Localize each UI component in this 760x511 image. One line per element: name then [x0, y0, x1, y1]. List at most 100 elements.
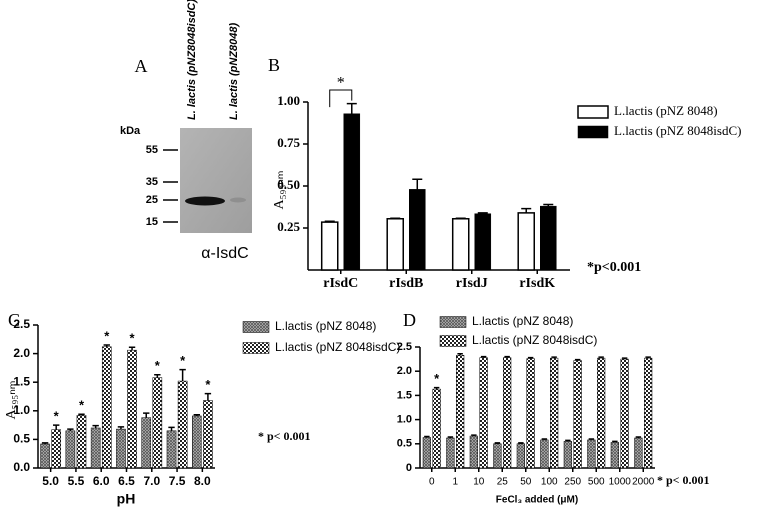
legend-label: L.lactis (pNZ 8048isdC)	[472, 333, 597, 347]
panel-label: A	[135, 56, 148, 76]
error-bar	[521, 207, 532, 213]
bar	[141, 417, 152, 469]
error-bar	[455, 217, 466, 220]
x-tick-label: rIsdB	[389, 276, 423, 291]
x-tick-label: rIsdJ	[456, 276, 488, 291]
legend-swatch	[242, 342, 270, 354]
x-tick-label: 5.5	[68, 474, 85, 488]
bar	[456, 354, 465, 469]
significance-mark: *	[104, 328, 110, 343]
error-bar	[471, 434, 477, 437]
legend-swatch	[577, 125, 609, 139]
marker-label: 15	[146, 216, 158, 228]
bar	[620, 358, 629, 469]
legend-label: L.lactis (pNZ 8048isdC)	[275, 340, 400, 354]
panel-label: B	[268, 55, 280, 75]
legend-swatch	[242, 321, 270, 333]
blot-band	[230, 197, 246, 203]
bar	[479, 357, 488, 469]
y-tick-label: 1.0	[397, 414, 412, 426]
error-bar	[128, 346, 136, 351]
legend-swatch	[577, 105, 609, 119]
bar	[469, 435, 478, 469]
legend-label: L.lactis (pNZ 8048)	[614, 103, 718, 118]
error-bar	[179, 368, 186, 382]
error-bar	[92, 424, 99, 428]
panel-label: D	[403, 310, 416, 330]
significance-mark: *	[434, 371, 440, 386]
bar	[526, 358, 535, 469]
y-tick-label: 0.25	[277, 219, 300, 234]
legend-label: L.lactis (pNZ 8048isdC)	[614, 123, 741, 138]
error-bar	[504, 355, 510, 358]
y-tick-label: 0.5	[397, 438, 412, 450]
legend-label: L.lactis (pNZ 8048)	[472, 314, 573, 328]
x-tick-label: 8.0	[194, 474, 211, 488]
bar	[177, 380, 188, 469]
bar	[503, 357, 512, 469]
significance-bracket	[329, 89, 353, 108]
error-bar	[154, 374, 161, 378]
y-tick-label: 1.5	[397, 389, 412, 401]
x-axis-label: pH	[117, 491, 136, 507]
error-bar	[598, 356, 604, 359]
error-bar	[41, 442, 49, 444]
bar	[644, 357, 653, 469]
bar	[192, 415, 202, 469]
bar	[343, 113, 361, 271]
error-bar	[543, 203, 554, 207]
legend-swatch	[439, 335, 467, 347]
x-tick-label: 10	[473, 477, 485, 488]
x-tick-label: 100	[541, 477, 558, 488]
error-bar	[494, 442, 501, 444]
x-tick-label: rIsdC	[323, 276, 358, 291]
y-tick-label: 0.50	[277, 177, 300, 192]
bar	[540, 439, 549, 469]
bar	[203, 400, 213, 469]
x-tick-label: 1000	[609, 477, 632, 488]
error-bar	[447, 436, 454, 438]
error-bar	[103, 344, 110, 347]
bar	[516, 443, 525, 469]
bar	[540, 205, 557, 271]
error-bar	[518, 442, 524, 444]
error-bar	[551, 356, 557, 359]
significance-mark: *	[130, 331, 136, 346]
y-tick-label: 0.0	[13, 460, 30, 474]
y-tick-label: 1.00	[277, 93, 300, 108]
bar	[409, 189, 426, 271]
annotation: * p< 0.001	[258, 429, 311, 443]
error-bar	[117, 426, 125, 430]
bar	[386, 218, 405, 271]
bar	[101, 346, 112, 469]
bar	[166, 430, 177, 469]
bar	[550, 357, 559, 469]
legend-swatch	[439, 316, 467, 328]
annotation: * p< 0.001	[657, 473, 710, 487]
error-bar	[565, 439, 571, 442]
annotation: *p<0.001	[587, 260, 641, 275]
significance-mark: *	[79, 398, 85, 413]
blot-caption: α-IsdC	[201, 245, 248, 262]
x-tick-label: 500	[588, 477, 605, 488]
error-bar	[621, 357, 628, 360]
bar	[493, 443, 502, 469]
bar	[634, 437, 643, 469]
x-tick-label: 5.0	[42, 474, 59, 488]
legend-label: L.lactis (pNZ 8048)	[275, 319, 376, 333]
bar	[446, 437, 455, 469]
error-bar	[346, 102, 357, 114]
y-tick-label: 0	[406, 462, 412, 474]
error-bar	[168, 426, 175, 431]
significance-mark: *	[205, 377, 211, 392]
y-tick-label: 0.5	[13, 432, 30, 446]
bar	[587, 439, 596, 469]
error-bar	[477, 212, 488, 214]
bar	[90, 427, 101, 469]
x-tick-label: rIsdK	[519, 276, 555, 291]
chart: C 0.0 0.5 1.0 1.5 2.0 2.5 5.0 * 5.5 * 6.0 * 6.5 * 7.0 * 7…	[4, 310, 400, 507]
x-tick-label: 1	[452, 477, 458, 488]
bar	[573, 360, 582, 469]
bar	[432, 388, 441, 469]
